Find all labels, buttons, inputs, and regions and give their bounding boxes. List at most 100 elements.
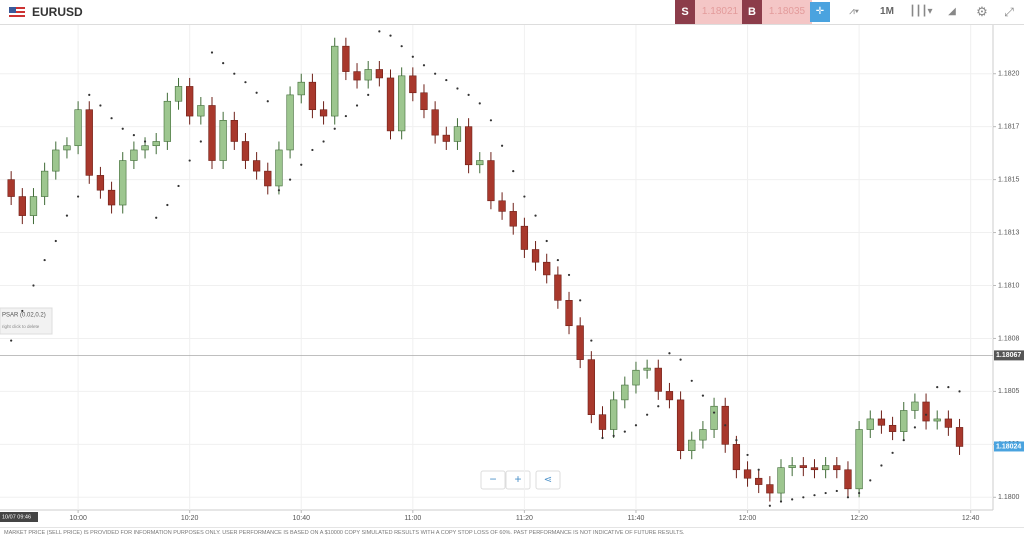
psar-dot: [958, 390, 961, 393]
sell-price[interactable]: 1.18021: [695, 0, 745, 24]
candle-body: [264, 170, 272, 187]
candle-body: [230, 120, 238, 142]
psar-dot: [277, 189, 281, 192]
psar-dot: [389, 34, 392, 37]
candle-body: [331, 45, 339, 117]
price-line-label: 1.18067: [996, 352, 1021, 359]
y-tick-label: 1.1800: [998, 494, 1020, 501]
psar-dot: [590, 339, 593, 342]
psar-dot: [188, 159, 191, 162]
candle-body: [453, 126, 462, 142]
psar-dot: [77, 195, 80, 198]
zoom-out[interactable]: [480, 470, 506, 490]
fullscreen-button[interactable]: ⤢: [1004, 5, 1014, 19]
psar-dot: [646, 413, 649, 416]
x-tick-label: 11:00: [404, 515, 421, 522]
psar-dot: [902, 439, 905, 442]
tooltip-box: [0, 307, 53, 335]
candle-body: [163, 100, 172, 142]
candle-body: [610, 399, 618, 430]
psar-dot: [779, 500, 783, 503]
psar-dot: [657, 405, 660, 408]
x-tick-label: 12:40: [962, 515, 980, 522]
zoom-out-icon: −: [489, 472, 496, 486]
psar-dot: [378, 30, 381, 33]
y-tick-label: 1.1817: [998, 124, 1020, 131]
candle-body: [821, 465, 830, 471]
candle-body: [632, 369, 640, 386]
timeframe-button[interactable]: 1M: [880, 6, 894, 17]
psar-dot: [579, 299, 582, 302]
sell-button[interactable]: S: [675, 0, 695, 24]
psar-dot: [489, 119, 493, 122]
candle-body: [498, 200, 506, 212]
candle-body: [755, 477, 763, 485]
draw-button[interactable]: ◢: [948, 6, 956, 17]
x-tick-label: 10:20: [181, 515, 199, 522]
psar-dot: [802, 496, 805, 499]
psar-dot: [233, 72, 236, 75]
crosshair-button[interactable]: ✛: [810, 2, 830, 22]
candle-body: [866, 418, 874, 430]
candle-body: [141, 145, 149, 151]
candle-body: [543, 261, 551, 276]
candle-body: [509, 211, 517, 227]
indicators-button[interactable]: ┃┃┃▾: [909, 6, 933, 17]
psar-dot: [768, 504, 771, 507]
candle-body: [699, 429, 707, 441]
psar-dot: [121, 127, 124, 130]
psar-dot: [679, 358, 682, 361]
candle-body: [587, 359, 595, 415]
settings-button[interactable]: ⚙: [976, 4, 988, 19]
psar-dot: [880, 464, 883, 467]
plot: [0, 25, 993, 510]
candle-body: [643, 367, 651, 371]
chart-type-button[interactable]: ⩘▾: [849, 6, 859, 17]
candle-body: [219, 120, 227, 161]
psar-dot: [724, 424, 727, 427]
candle-body: [74, 109, 82, 147]
indicator-name: PSAR (0.02,0.2): [2, 313, 46, 319]
candle-body: [386, 77, 395, 132]
candle-body: [208, 105, 216, 161]
psar-dot: [701, 394, 705, 397]
start-label: 10/07 09:46: [2, 514, 31, 520]
psar-dot: [467, 93, 470, 96]
buy-price[interactable]: 1.18035: [762, 0, 812, 24]
indicator-tooltip: PSAR (0.02,0.2) right click to delete: [0, 307, 53, 335]
chart: − + ⋖ PSAR (0.02,0.2) right click to del…: [0, 25, 1024, 522]
psar-dot: [735, 439, 738, 442]
x-tick-label: 12:20: [850, 515, 868, 522]
psar-dot: [222, 62, 225, 65]
psar-dot: [300, 163, 303, 166]
x-tick-label: 11:40: [627, 515, 644, 522]
candle-body: [286, 94, 294, 151]
psar-dot: [500, 144, 504, 147]
buy-button[interactable]: B: [742, 0, 762, 24]
candle-body: [833, 465, 841, 471]
candle-body: [297, 81, 305, 96]
psar-dot: [523, 195, 526, 198]
psar-dot: [791, 498, 794, 501]
symbol[interactable]: EURUSD: [32, 5, 83, 19]
candle-body: [186, 86, 194, 117]
candle-body: [7, 179, 15, 197]
candle-body: [676, 399, 685, 451]
psar-dot: [512, 170, 515, 173]
x-tick-label: 11:20: [516, 515, 533, 522]
candle-body: [888, 424, 897, 432]
psar-dot: [177, 184, 180, 188]
candle-body: [877, 418, 886, 426]
psar-dot: [534, 214, 537, 217]
candle-body: [598, 414, 607, 430]
share[interactable]: [535, 470, 561, 490]
candle-body: [464, 126, 473, 166]
price-line-tag: [994, 350, 1024, 361]
candle-body: [766, 484, 774, 494]
psar-dot: [434, 72, 437, 75]
candle-body: [96, 175, 105, 191]
y-tick-label: 1.1808: [998, 335, 1020, 342]
psar-dot: [244, 81, 247, 84]
candle-body: [275, 149, 283, 187]
psar-dot: [199, 140, 202, 143]
